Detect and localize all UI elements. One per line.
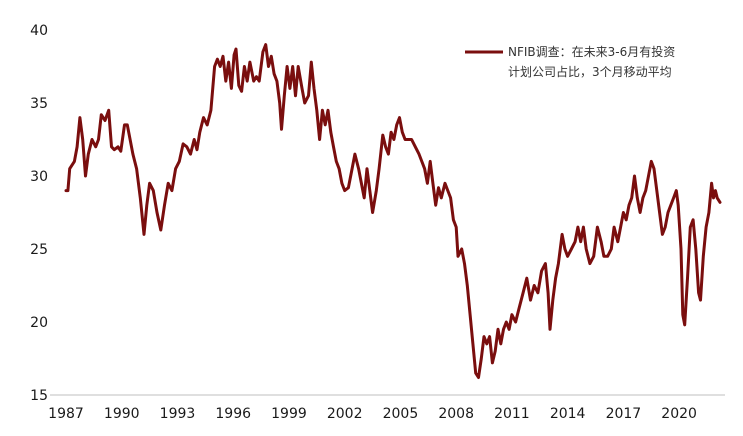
- x-axis-tick-labels: 1987 1990 1993 1996 1999 2002 2005 2008 2011 2014…: [48, 406, 697, 422]
- y-tick-label: 35: [30, 96, 48, 112]
- y-tick-label: 40: [30, 23, 48, 39]
- x-tick-label: 1999: [271, 406, 307, 422]
- legend-label-line-1: NFIB调查：在未来3-6月有投资: [508, 44, 675, 59]
- x-tick-label: 1996: [215, 406, 251, 422]
- series-line: [64, 43, 722, 379]
- legend: NFIB调查：在未来3-6月有投资 计划公司占比，3个月移动平均: [465, 44, 675, 79]
- x-tick-label: 2005: [383, 406, 419, 422]
- y-tick-label: 30: [30, 169, 48, 185]
- x-tick-label: 1993: [160, 406, 196, 422]
- legend-label-line-2: 计划公司占比，3个月移动平均: [508, 64, 672, 79]
- x-tick-label: 2008: [438, 406, 474, 422]
- x-tick-label: 2014: [550, 406, 586, 422]
- x-tick-label: 2011: [494, 406, 530, 422]
- x-tick-label: 2017: [606, 406, 642, 422]
- y-tick-label: 25: [30, 242, 48, 258]
- y-tick-label: 20: [30, 315, 48, 331]
- x-tick-label: 1987: [48, 406, 84, 422]
- y-axis-tick-labels: 15 20 25 30 35 40: [30, 23, 48, 404]
- x-tick-label: 2002: [327, 406, 363, 422]
- x-tick-label: 1990: [104, 406, 140, 422]
- y-tick-label: 15: [30, 388, 48, 404]
- x-tick-label: 2020: [661, 406, 697, 422]
